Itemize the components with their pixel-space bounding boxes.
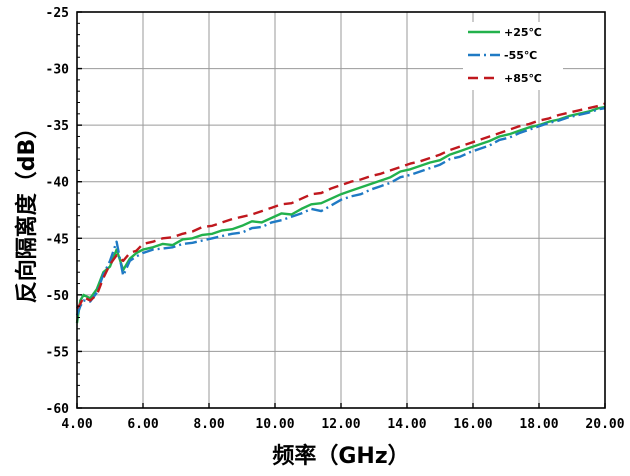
x-tick-label: 4.00	[61, 417, 92, 432]
grid	[77, 12, 605, 408]
y-tick-label: -25	[46, 6, 69, 21]
y-tick-label: -30	[46, 63, 70, 78]
x-tick-label: 12.00	[321, 417, 360, 432]
x-tick-label: 16.00	[453, 417, 492, 432]
series-line-plus25	[75, 105, 606, 324]
y-tick-label: -40	[46, 176, 70, 191]
x-tick-label: 14.00	[387, 417, 426, 432]
legend-label-plus85: +85℃	[504, 72, 542, 85]
y-tick-label: -60	[46, 402, 70, 417]
x-tick-label: 18.00	[519, 417, 558, 432]
series-layer	[75, 102, 606, 324]
y-tick-label: -50	[46, 289, 70, 304]
x-tick-label: 20.00	[585, 417, 624, 432]
x-tick-label: 6.00	[127, 417, 158, 432]
legend-label-minus55: -55℃	[504, 49, 537, 62]
legend: +25℃ -55℃ +85℃	[463, 22, 563, 90]
legend-label-plus25: +25℃	[504, 26, 542, 39]
series-line-minus55	[75, 107, 606, 316]
y-tick-label: -35	[46, 119, 69, 134]
x-axis-title: 频率（GHz）	[272, 443, 409, 469]
y-axis-title: 反向隔离度（dB）	[14, 117, 40, 304]
x-axis-ticks: 4.00 6.00 8.00 10.00 12.00 14.00 16.00 18.00 20.…	[61, 403, 625, 432]
y-tick-label: -45	[46, 232, 69, 247]
x-tick-label: 10.00	[255, 417, 294, 432]
series-line-plus85	[76, 102, 606, 310]
y-tick-label: -55	[46, 345, 69, 360]
y-axis-ticks: -25 -30 -35 -40 -45 -50 -55 -60	[46, 6, 82, 417]
x-tick-label: 8.00	[193, 417, 224, 432]
